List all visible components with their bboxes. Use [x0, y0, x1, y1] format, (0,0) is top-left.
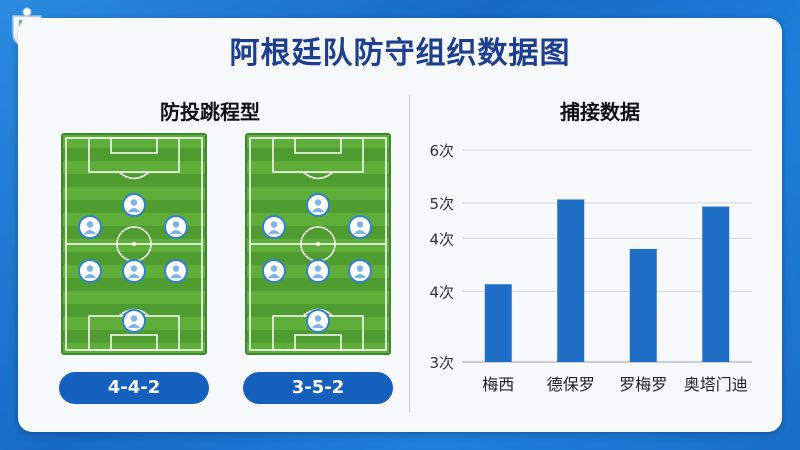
bar	[629, 248, 657, 362]
player-icon	[122, 259, 146, 283]
player-icon	[122, 309, 146, 333]
x-tick-label: 梅西	[482, 375, 514, 394]
bar	[484, 284, 512, 362]
bar	[702, 206, 730, 362]
x-tick-label: 罗梅罗	[619, 375, 667, 394]
chart-subtitle: 捕接数据	[560, 100, 640, 124]
player-icon	[348, 259, 372, 283]
player-icon	[306, 309, 330, 333]
pitch-formation-1	[61, 133, 207, 355]
y-tick-label: 6次	[429, 142, 454, 160]
y-tick-label: 3次	[429, 354, 454, 372]
formation-subtitle: 防投跳程型	[160, 100, 260, 124]
player-icon	[78, 215, 102, 239]
player-icon	[164, 259, 188, 283]
player-icon	[348, 215, 372, 239]
player-icon	[122, 193, 146, 217]
player-icon	[306, 193, 330, 217]
formation-button-2[interactable]: 3-5-2	[243, 372, 393, 404]
pitch-lines	[249, 137, 387, 351]
player-icon	[164, 215, 188, 239]
page-title: 阿根廷队防守组织数据图	[229, 36, 571, 71]
player-icon	[262, 259, 286, 283]
player-icon	[78, 259, 102, 283]
y-tick-label: 5次	[429, 195, 454, 213]
player-icon	[262, 215, 286, 239]
x-tick-label: 德保罗	[547, 375, 595, 394]
bar	[557, 199, 585, 362]
formation-button-1[interactable]: 4-4-2	[59, 372, 209, 404]
pitch-lines	[65, 137, 203, 351]
pitch-formation-2	[245, 133, 391, 355]
y-tick-label: 4次	[429, 283, 454, 301]
player-icon	[306, 259, 330, 283]
x-tick-label: 奥塔门迪	[684, 375, 748, 394]
y-tick-label: 4次	[429, 230, 454, 248]
panel-divider	[409, 95, 410, 413]
